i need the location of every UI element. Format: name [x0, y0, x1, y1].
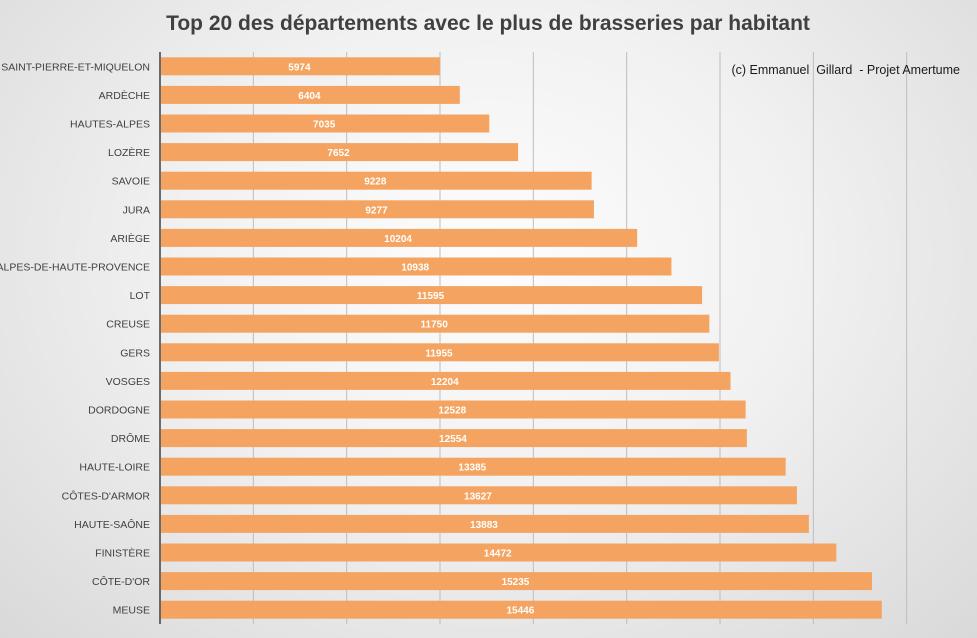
bar — [161, 572, 872, 591]
category-label: CÔTE-D'OR — [92, 575, 150, 588]
category-label: CREUSE — [106, 319, 150, 331]
bar-value-label: 7035 — [313, 120, 336, 131]
bar-value-label: 9277 — [365, 205, 388, 216]
category-label: DRÔME — [111, 432, 150, 445]
bar — [161, 343, 719, 362]
category-label: ALPES-DE-HAUTE-PROVENCE — [0, 262, 150, 274]
bar — [161, 57, 440, 76]
category-label: LOZÈRE — [108, 146, 150, 159]
bar-value-label: 15446 — [507, 606, 535, 617]
bar — [161, 314, 710, 333]
bar-value-label: 15235 — [502, 577, 530, 588]
bar-value-label: 13883 — [470, 520, 498, 531]
bar-value-label: 10204 — [384, 234, 412, 245]
bar — [161, 486, 797, 505]
category-label: DORDOGNE — [88, 405, 150, 417]
bar — [161, 143, 519, 162]
bar — [161, 171, 592, 190]
bar-value-label: 11750 — [421, 320, 449, 331]
category-label: VOSGES — [106, 376, 150, 388]
category-label: SAVOIE — [112, 176, 150, 188]
category-label: SAINT-PIERRE-ET-MIQUELON — [1, 61, 150, 73]
category-label: HAUTES-ALPES — [70, 119, 150, 131]
category-label: ARDÈCHE — [99, 89, 150, 102]
bar-value-label: 11955 — [425, 348, 453, 359]
copyright-annotation: (c) Emmanuel Gillard - Projet Amertume — [731, 63, 960, 77]
bar-value-label: 6404 — [298, 91, 321, 102]
bar — [161, 400, 746, 419]
bar — [161, 514, 809, 533]
gridlines — [252, 52, 908, 624]
bar — [161, 257, 672, 276]
chart-title: Top 20 des départements avec le plus de … — [166, 12, 810, 35]
bar — [161, 228, 638, 247]
bar-value-label: 13627 — [464, 491, 492, 502]
bar — [161, 457, 786, 476]
bar — [161, 543, 837, 562]
bar-value-label: 10938 — [401, 263, 429, 274]
category-label: JURA — [123, 204, 150, 216]
bar — [161, 85, 460, 104]
category-label: HAUTE-SAÔNE — [74, 518, 150, 531]
category-labels: SAINT-PIERRE-ET-MIQUELON ARDÈCHE HAUTES-AL… — [0, 61, 151, 616]
category-label: HAUTE-LOIRE — [79, 462, 150, 474]
bar — [161, 600, 882, 619]
category-label: GERS — [120, 347, 150, 359]
bar-value-label: 14472 — [484, 549, 512, 560]
bar — [161, 371, 731, 390]
bar — [161, 429, 747, 448]
bar-value-label: 11595 — [417, 291, 445, 302]
bar-value-label: 12554 — [439, 434, 467, 445]
bar-value-label: 12204 — [431, 377, 459, 388]
bar — [161, 114, 490, 133]
bar — [161, 286, 703, 305]
bar-value-label: 12528 — [438, 406, 466, 417]
bar-value-label: 9228 — [364, 177, 387, 188]
bar — [161, 200, 594, 219]
bar-value-label: 5974 — [288, 62, 311, 73]
bar-value-label: 13385 — [458, 463, 486, 474]
bar-value-label: 7652 — [327, 148, 350, 159]
bars: 5974 6404 7035 7652 9228 9277 10204 10938 11595 1… — [161, 57, 882, 619]
category-label: FINISTÈRE — [95, 547, 150, 560]
category-label: CÔTES-D'ARMOR — [62, 489, 151, 502]
category-label: MEUSE — [113, 605, 150, 617]
category-label: ARIÈGE — [110, 232, 150, 245]
category-label: LOT — [130, 290, 151, 302]
